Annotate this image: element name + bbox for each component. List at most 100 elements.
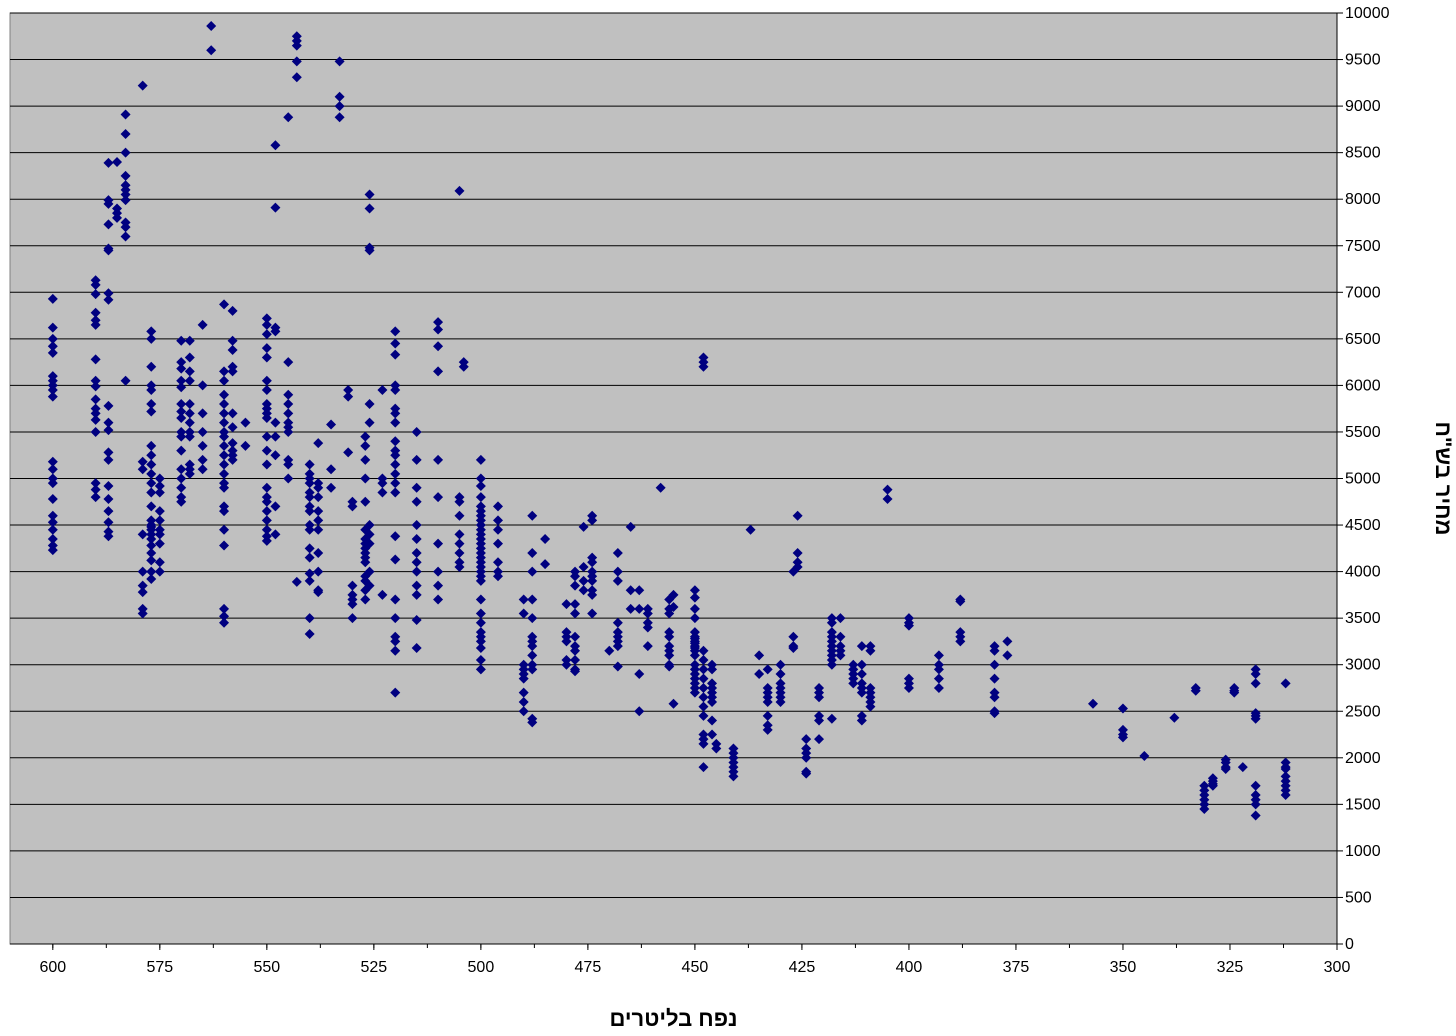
- data-point: [527, 510, 538, 521]
- x-tick-label: 350: [1110, 959, 1137, 976]
- data-point: [90, 381, 101, 392]
- data-point: [570, 631, 581, 642]
- data-point: [261, 343, 272, 354]
- data-point: [1250, 810, 1261, 821]
- data-point: [561, 659, 572, 670]
- y-tick-label: 7000: [1345, 284, 1381, 301]
- data-point: [261, 375, 272, 386]
- data-point: [989, 692, 1000, 703]
- data-point: [903, 620, 914, 631]
- data-point: [197, 426, 208, 437]
- data-point: [261, 506, 272, 517]
- data-point: [411, 454, 422, 465]
- y-tick-label: 6000: [1345, 377, 1381, 394]
- data-point: [390, 459, 401, 470]
- data-point: [762, 724, 773, 735]
- data-point: [518, 608, 529, 619]
- data-point: [313, 566, 324, 577]
- data-point: [360, 431, 371, 442]
- data-point: [146, 406, 157, 417]
- data-point: [364, 580, 375, 591]
- data-point: [578, 521, 589, 532]
- axes: [10, 12, 1343, 950]
- data-point: [47, 510, 58, 521]
- data-point: [454, 547, 465, 558]
- data-point: [137, 464, 148, 475]
- data-point: [219, 459, 230, 470]
- y-tick-label: 10000: [1345, 5, 1390, 22]
- data-point: [989, 673, 1000, 684]
- data-point: [90, 375, 101, 386]
- data-point: [227, 305, 238, 316]
- data-point: [698, 692, 709, 703]
- x-tick-label: 600: [39, 959, 66, 976]
- data-point: [364, 417, 375, 428]
- data-point: [343, 385, 354, 396]
- data-point: [698, 673, 709, 684]
- data-point: [146, 501, 157, 512]
- data-point: [261, 524, 272, 535]
- data-point: [184, 417, 195, 428]
- y-tick-label: 2000: [1345, 750, 1381, 767]
- data-point: [527, 664, 538, 675]
- y-tick-label: 7500: [1345, 238, 1381, 255]
- data-point: [227, 366, 238, 377]
- data-point: [261, 412, 272, 423]
- data-point: [612, 566, 623, 577]
- data-point: [390, 349, 401, 360]
- data-point: [989, 708, 1000, 719]
- data-point: [219, 375, 230, 386]
- data-point: [176, 431, 187, 442]
- data-point: [184, 408, 195, 419]
- data-point: [364, 399, 375, 410]
- data-point: [411, 580, 422, 591]
- data-point: [882, 493, 893, 504]
- data-point: [1237, 762, 1248, 773]
- data-point: [154, 487, 165, 498]
- data-point: [176, 482, 187, 493]
- data-point: [1088, 698, 1099, 709]
- data-point: [698, 710, 709, 721]
- y-tick-label: 9500: [1345, 52, 1381, 69]
- data-point: [1250, 669, 1261, 680]
- data-point: [270, 431, 281, 442]
- data-point: [689, 592, 700, 603]
- data-point: [754, 669, 765, 680]
- data-point: [1250, 713, 1261, 724]
- data-point: [146, 478, 157, 489]
- data-point: [1207, 780, 1218, 791]
- data-point: [304, 568, 315, 579]
- data-point: [762, 696, 773, 707]
- data-point: [1190, 685, 1201, 696]
- data-point: [433, 538, 444, 549]
- data-point: [492, 557, 503, 568]
- data-point: [343, 391, 354, 402]
- data-point: [176, 445, 187, 456]
- data-point: [103, 198, 114, 209]
- data-point: [219, 299, 230, 310]
- data-point: [411, 520, 422, 531]
- data-point: [390, 436, 401, 447]
- data-point: [475, 454, 486, 465]
- data-point: [882, 484, 893, 495]
- data-point: [587, 589, 598, 600]
- data-point: [1117, 732, 1128, 743]
- y-tick-label: 1500: [1345, 796, 1381, 813]
- data-point: [390, 594, 401, 605]
- data-point: [664, 608, 675, 619]
- data-point: [668, 698, 679, 709]
- data-point: [1220, 763, 1231, 774]
- data-point: [518, 594, 529, 605]
- data-point: [707, 664, 718, 675]
- data-point: [492, 571, 503, 582]
- data-point: [411, 557, 422, 568]
- data-point: [518, 706, 529, 717]
- data-point: [184, 335, 195, 346]
- data-point: [390, 531, 401, 542]
- data-point: [176, 412, 187, 423]
- data-point: [664, 650, 675, 661]
- data-point: [184, 431, 195, 442]
- data-point: [146, 540, 157, 551]
- data-point: [47, 464, 58, 475]
- data-point: [792, 510, 803, 521]
